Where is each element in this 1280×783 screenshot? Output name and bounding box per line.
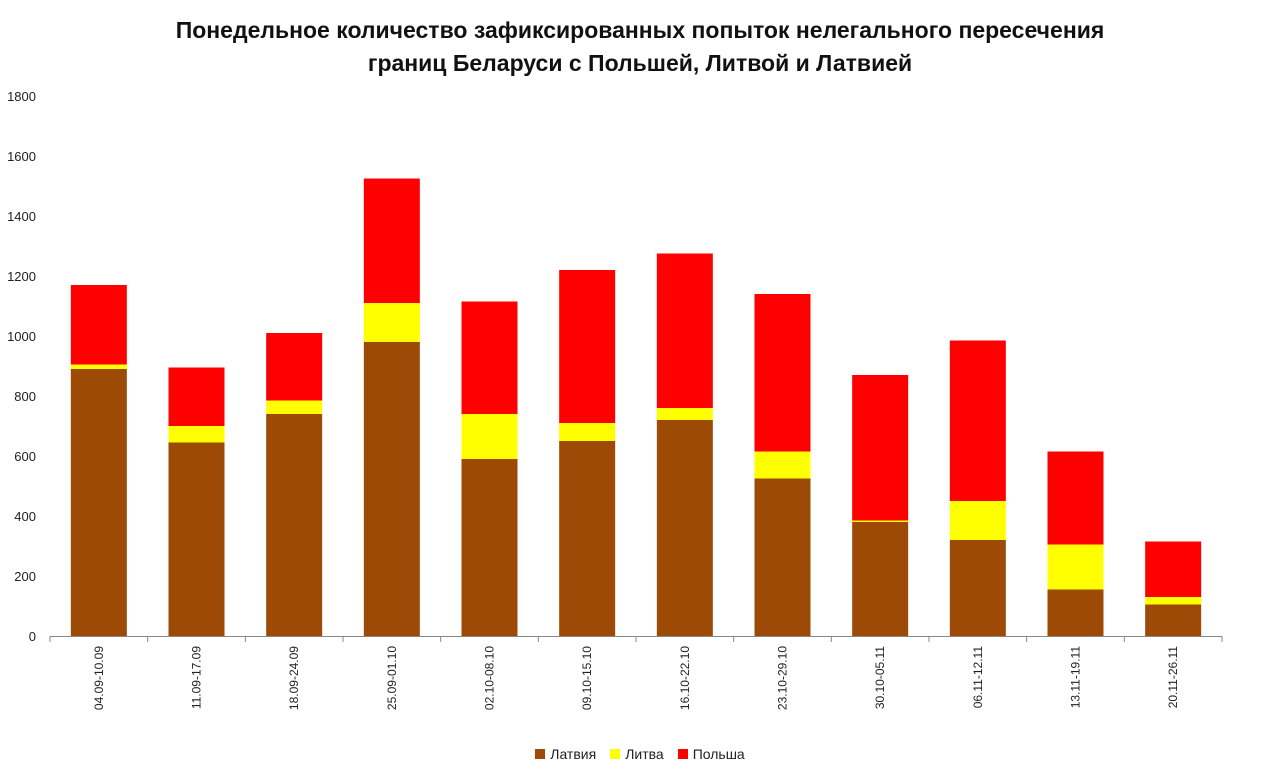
bar-segment-lithuania (1145, 597, 1202, 605)
y-tick-label: 1000 (7, 329, 36, 344)
legend-swatch (677, 749, 688, 759)
y-tick-label: 1200 (7, 269, 36, 284)
bar-segment-poland (363, 178, 420, 303)
x-category-label: 04.09-10.09 (92, 646, 106, 710)
chart-title-line-1: Понедельное количество зафиксированных п… (175, 17, 1105, 43)
bar-segment-lithuania (754, 451, 811, 479)
x-category-label: 13.11-19.11 (1069, 646, 1083, 709)
bar-segment-lithuania (168, 426, 225, 443)
y-tick-label: 800 (14, 389, 36, 404)
legend-label: Латвия (550, 746, 597, 762)
chart-title-line-2: границ Беларуси с Польшей, Литвой и Латв… (367, 50, 913, 76)
x-category-label: 02.10-08.10 (483, 646, 497, 710)
bar-segment-latvia (266, 414, 323, 636)
bar-segment-poland (70, 285, 127, 365)
bar-segment-poland (656, 253, 713, 408)
y-tick-label: 200 (14, 569, 36, 584)
x-category-label: 20.11-26.11 (1166, 646, 1180, 709)
x-category-label: 30.10-05.11 (873, 646, 887, 709)
legend-item: Латвия (535, 746, 596, 762)
bar-segment-lithuania (949, 501, 1006, 540)
bar-segment-poland (168, 367, 225, 426)
legend: Латвия Литва Польша (0, 746, 1280, 762)
x-category-label: 23.10-29.10 (776, 646, 790, 710)
legend-label: Литва (625, 746, 664, 762)
bar-segment-latvia (168, 442, 225, 636)
legend-swatch (610, 749, 621, 759)
legend-item: Литва (610, 746, 664, 762)
x-category-label: 11.09-17.09 (190, 646, 204, 709)
legend-label: Польша (692, 746, 745, 762)
bar-segment-latvia (461, 459, 518, 636)
bar-segment-lithuania (363, 303, 420, 342)
bar-segment-lithuania (852, 520, 909, 522)
bar-segment-latvia (754, 478, 811, 636)
y-axis: 0 200 400 600 800 1000 1200 1400 1600 1800 (7, 89, 36, 644)
bar-segment-latvia (1047, 589, 1104, 636)
x-category-label: 25.09-01.10 (385, 646, 399, 710)
bar-segment-lithuania (461, 414, 518, 459)
bar-segment-lithuania (266, 400, 323, 414)
bar-segment-poland (461, 301, 518, 414)
legend-swatch (535, 749, 546, 759)
bars (70, 178, 1202, 636)
bar-segment-lithuania (656, 408, 713, 420)
bar-segment-lithuania (559, 423, 616, 441)
bar-segment-poland (949, 340, 1006, 501)
x-category-label: 18.09-24.09 (287, 646, 301, 710)
bar-segment-latvia (363, 342, 420, 636)
bar-segment-latvia (949, 540, 1006, 636)
bar-segment-latvia (1145, 604, 1202, 636)
bar-segment-poland (852, 375, 909, 521)
bar-segment-poland (559, 270, 616, 423)
y-tick-label: 400 (14, 509, 36, 524)
chart-title: Понедельное количество зафиксированных п… (0, 14, 1280, 80)
bar-segment-latvia (559, 441, 616, 636)
y-tick-label: 1800 (7, 89, 36, 104)
bar-segment-latvia (852, 522, 909, 636)
legend-item: Польша (677, 746, 745, 762)
y-tick-label: 600 (14, 449, 36, 464)
bar-segment-lithuania (70, 364, 127, 369)
bar-segment-poland (1047, 451, 1104, 545)
x-category-label: 16.10-22.10 (678, 646, 692, 710)
bar-segment-poland (1145, 541, 1202, 597)
bar-segment-lithuania (1047, 544, 1104, 590)
x-category-label: 09.10-15.10 (580, 646, 594, 710)
bar-segment-latvia (70, 369, 127, 636)
bar-segment-latvia (656, 420, 713, 636)
y-tick-label: 1400 (7, 209, 36, 224)
x-category-label: 06.11-12.11 (971, 646, 985, 709)
y-tick-label: 1600 (7, 149, 36, 164)
bar-segment-poland (754, 294, 811, 452)
x-axis: 04.09-10.09 11.09-17.09 18.09-24.09 25.09-0… (49, 636, 1223, 710)
bar-segment-poland (266, 333, 323, 401)
y-tick-label: 0 (29, 629, 36, 644)
